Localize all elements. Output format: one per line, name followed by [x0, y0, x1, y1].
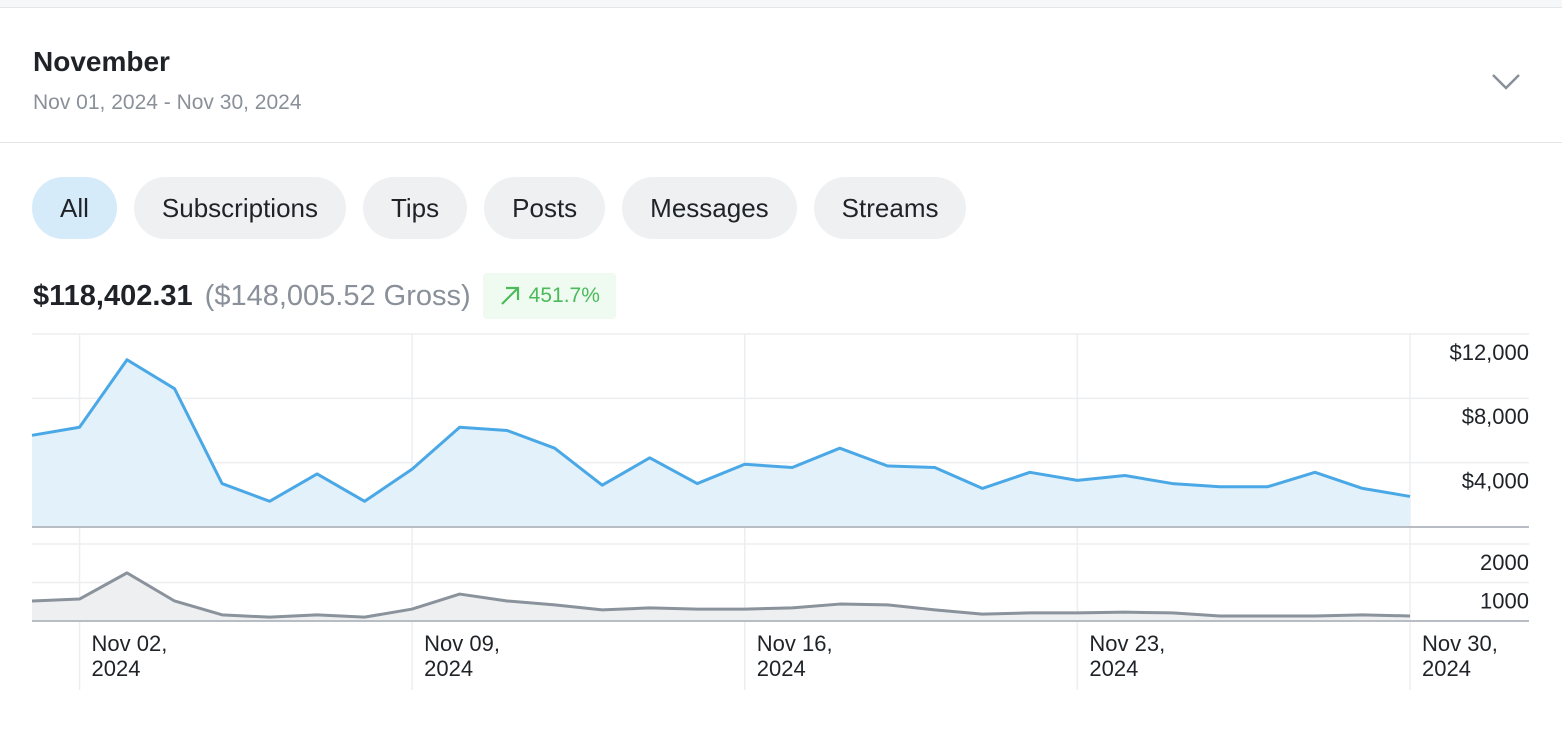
y-tick-label: $12,000	[1449, 340, 1529, 365]
up-arrow	[500, 286, 519, 305]
y-tick-label: 2000	[1480, 550, 1529, 575]
y-tick-label: $4,000	[1462, 468, 1529, 493]
filter-bar: All Subscriptions Tips Posts Messages Streams	[32, 177, 967, 239]
change-badge: 451.7%	[482, 273, 616, 319]
y-tick-label: 1000	[1480, 588, 1529, 613]
x-tick-label: Nov 16, 2024	[756, 631, 833, 681]
top-band	[0, 0, 1562, 8]
filter-pill[interactable]: All	[32, 177, 117, 239]
date-range: Nov 01, 2024 - Nov 30, 2024	[33, 91, 302, 114]
x-tick-label: Nov 30, 2024	[1422, 631, 1498, 681]
net-total: $118,402.31	[33, 279, 193, 312]
gross-total: ($148,005.52 Gross)	[204, 279, 471, 312]
filter-pill[interactable]: Messages	[622, 177, 797, 239]
filter-pill[interactable]: Streams	[813, 177, 967, 239]
separator	[0, 142, 1562, 143]
filter-pill[interactable]: Tips	[362, 177, 468, 239]
filter-pill[interactable]: Posts	[484, 177, 606, 239]
filter-pill[interactable]: Subscriptions	[133, 177, 346, 239]
period-title: November	[33, 46, 170, 77]
series-line	[31, 571, 1411, 619]
area-fill	[32, 359, 1410, 527]
y-tick-label: $8,000	[1462, 404, 1529, 429]
summary: $118,402.31 ($148,005.52 Gross) 451.7%	[33, 273, 616, 319]
expand-chevron[interactable]	[1490, 70, 1522, 94]
x-tick-label: Nov 02, 2024	[91, 631, 168, 681]
x-tick-label: Nov 23, 2024	[1089, 631, 1166, 681]
series-line	[31, 358, 1411, 503]
change-value: 451.7%	[528, 284, 600, 307]
x-tick-label: Nov 09, 2024	[424, 631, 500, 681]
